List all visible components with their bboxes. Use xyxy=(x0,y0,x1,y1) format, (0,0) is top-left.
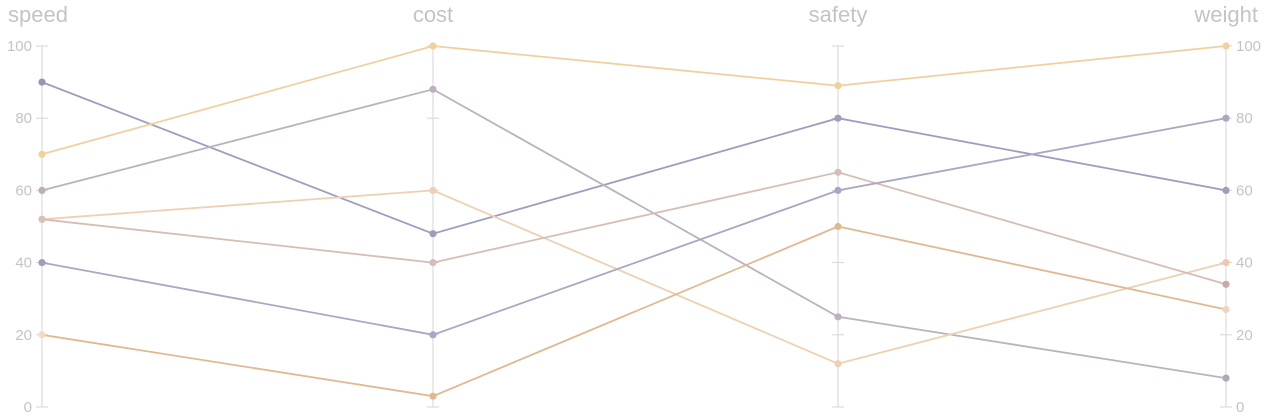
data-point-series-5-speed xyxy=(38,215,46,223)
data-point-series-6-cost xyxy=(429,331,437,339)
tick-label-left-100: 100 xyxy=(7,38,32,55)
series-line-5 xyxy=(41,171,1227,286)
data-point-series-3-cost xyxy=(429,85,437,93)
axis-title-cost: cost xyxy=(413,2,453,27)
axes-layer xyxy=(36,45,1232,408)
data-points-layer xyxy=(38,42,1230,400)
axis-title-speed: speed xyxy=(8,2,68,27)
data-point-series-1-weight xyxy=(1222,186,1230,194)
data-point-series-2-cost xyxy=(429,42,437,50)
data-point-series-3-speed xyxy=(38,186,46,194)
data-point-series-1-safety xyxy=(834,114,842,122)
data-point-series-3-safety xyxy=(834,313,842,321)
series-line-2 xyxy=(41,45,1227,156)
tick-label-right-80: 80 xyxy=(1236,110,1253,127)
tick-label-left-20: 20 xyxy=(15,327,32,344)
data-point-series-5-safety xyxy=(834,168,842,176)
tick-label-left-80: 80 xyxy=(15,110,32,127)
series-lines-layer xyxy=(41,45,1227,398)
tick-label-right-0: 0 xyxy=(1236,399,1244,416)
data-point-series-7-cost xyxy=(429,392,437,400)
data-point-series-6-weight xyxy=(1222,114,1230,122)
series-line-4 xyxy=(41,189,1227,365)
series-line-7 xyxy=(41,225,1227,398)
data-point-series-4-cost xyxy=(429,186,437,194)
tick-label-right-100: 100 xyxy=(1236,38,1261,55)
data-point-series-1-speed xyxy=(38,78,46,86)
data-point-series-4-safety xyxy=(834,360,842,368)
axis-title-safety: safety xyxy=(809,2,868,27)
tick-label-left-0: 0 xyxy=(24,399,32,416)
tick-label-left-40: 40 xyxy=(15,255,32,272)
data-point-series-7-weight xyxy=(1222,305,1230,314)
axis-title-weight: weight xyxy=(1193,2,1258,27)
tick-label-left-60: 60 xyxy=(15,182,32,199)
data-point-series-4-weight xyxy=(1222,259,1230,267)
series-line-6 xyxy=(41,117,1227,336)
tick-label-right-60: 60 xyxy=(1236,182,1253,199)
data-point-series-1-cost xyxy=(429,230,437,238)
tick-label-right-40: 40 xyxy=(1236,255,1253,272)
data-point-series-6-speed xyxy=(38,259,46,267)
data-point-series-2-speed xyxy=(38,150,46,158)
data-point-series-5-weight xyxy=(1222,280,1230,288)
data-point-series-5-cost xyxy=(429,259,437,267)
data-point-series-7-speed xyxy=(38,331,46,339)
data-point-series-7-safety xyxy=(834,222,842,231)
data-point-series-6-safety xyxy=(834,186,842,194)
labels-layer: speed cost safety weight 0 0 20 20 40 40 60 60 80 80 1… xyxy=(7,2,1261,416)
data-point-series-2-safety xyxy=(834,82,842,90)
data-point-series-2-weight xyxy=(1222,42,1230,50)
data-point-series-3-weight xyxy=(1222,374,1230,382)
tick-label-right-20: 20 xyxy=(1236,327,1253,344)
series-line-3 xyxy=(41,88,1227,379)
